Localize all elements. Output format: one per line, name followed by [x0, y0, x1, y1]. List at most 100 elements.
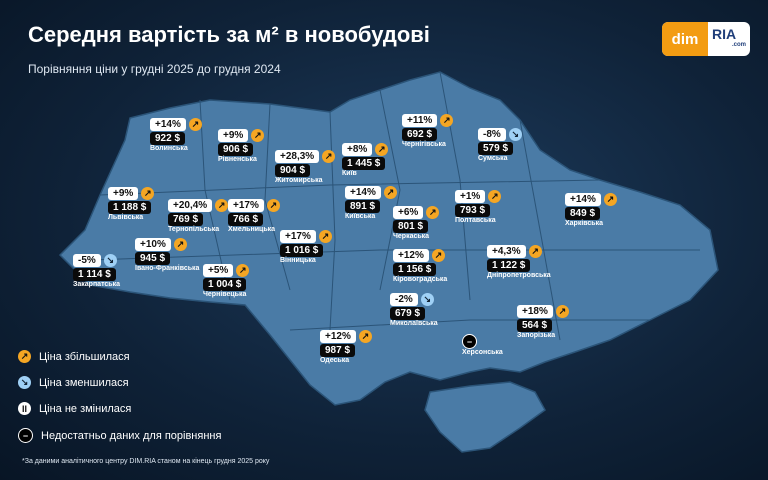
change: -8% [478, 128, 506, 141]
price: 891 $ [345, 200, 381, 213]
price: 1 445 $ [342, 157, 386, 170]
logo-left: dim [662, 22, 708, 56]
region-label: +14% ↗ 922 $ Волинська [150, 118, 202, 152]
change-row: +9% ↗ [108, 187, 155, 200]
region-label: +17% ↗ 1 016 $ Вінницька [280, 230, 332, 264]
change-row: +1% ↗ [455, 190, 502, 203]
change-row: +6% ↗ [393, 206, 440, 219]
price: 769 $ [168, 213, 204, 226]
change: +8% [342, 143, 373, 156]
change-row: +20,4% ↗ [168, 199, 229, 212]
trend-icon: ↗ [188, 118, 202, 131]
region-name: Житомирська [275, 177, 323, 184]
region-name: Львівська [108, 214, 144, 221]
region-label: -2% ↘ 679 $ Миколаївська [390, 293, 438, 327]
trend-icon: ↗ [383, 186, 397, 199]
region-name: Волинська [150, 145, 188, 152]
region-name: Дніпропетровська [487, 272, 551, 279]
region-label: +10% ↗ 945 $ Івано-Франківська [135, 238, 199, 272]
change: +5% [203, 264, 234, 277]
region-label: -5% ↘ 1 114 $ Закарпатська [73, 254, 120, 288]
footnote: *За даними аналітичного центру DIM.RIA с… [22, 458, 270, 465]
trend-icon: ↘ [420, 293, 434, 306]
price: 906 $ [218, 143, 254, 156]
change: +11% [402, 114, 438, 127]
title: Середня вартість за м² в новобудові [28, 22, 430, 47]
change-row: +18% ↗ [517, 305, 569, 318]
change: +14% [345, 186, 381, 199]
region-name: Херсонська [462, 349, 503, 356]
region-name: Запорізька [517, 332, 556, 339]
trend-icon: ↗ [603, 193, 617, 206]
legend-item: II Ціна не змінилася [18, 402, 131, 415]
change: +4,3% [487, 245, 526, 258]
change-row: +14% ↗ [345, 186, 397, 199]
trend-icon: ↗ [555, 305, 569, 318]
trend-icon: ↘ [508, 128, 522, 141]
trend-icon: ↗ [426, 206, 440, 219]
trend-icon: II [18, 402, 31, 415]
change-row: -5% ↘ [73, 254, 117, 267]
region-label: +8% ↗ 1 445 $ Київ [342, 143, 389, 177]
change: +10% [135, 238, 171, 251]
change: +17% [280, 230, 316, 243]
price: 1 016 $ [280, 244, 324, 257]
change-row: +10% ↗ [135, 238, 187, 251]
change: -5% [73, 254, 101, 267]
price: 987 $ [320, 344, 356, 357]
legend-label: Ціна збільшилася [39, 350, 130, 363]
region-label: +14% ↗ 891 $ Київська [345, 186, 397, 220]
trend-icon: ↗ [236, 264, 250, 277]
region-label: +11% ↗ 692 $ Чернігівська [402, 114, 454, 148]
crimea [424, 381, 546, 453]
region-name: Харківська [565, 220, 604, 227]
region-name: Івано-Франківська [135, 265, 200, 272]
legend-label: Ціна не змінилася [39, 402, 132, 415]
region-label: +9% ↗ 1 188 $ Львівська [108, 187, 155, 221]
trend-icon: − [18, 428, 33, 443]
trend-icon: ↗ [318, 230, 332, 243]
change-row: -8% ↘ [478, 128, 522, 141]
subtitle: Порівняння ціни у грудні 2025 до грудня … [28, 62, 281, 76]
change-row: +14% ↗ [150, 118, 202, 131]
region-name: Черкаська [393, 233, 430, 240]
region-name: Полтавська [455, 217, 496, 224]
region-name: Тернопільська [168, 226, 220, 233]
logo[interactable]: dim RIA .com [662, 22, 750, 56]
legend-item: − Недостатньо даних для порівняння [18, 428, 221, 443]
region-name: Хмельницька [228, 226, 276, 233]
change: +14% [565, 193, 601, 206]
region-name: Закарпатська [73, 281, 121, 288]
change: +20,4% [168, 199, 213, 212]
change-row: +28,3% ↗ [275, 150, 336, 163]
region-name: Миколаївська [390, 320, 438, 327]
change: +9% [218, 129, 249, 142]
price: 1 114 $ [73, 268, 116, 281]
price: 1 122 $ [487, 259, 531, 272]
trend-icon: ↗ [488, 190, 502, 203]
region-name: Київська [345, 213, 376, 220]
region-label: +20,4% ↗ 769 $ Тернопільська [168, 199, 229, 233]
trend-icon: ↘ [18, 376, 31, 389]
change: +1% [455, 190, 486, 203]
change-row: +8% ↗ [342, 143, 389, 156]
price: 922 $ [150, 132, 186, 145]
trend-icon: ↗ [141, 187, 155, 200]
logo-ria: RIA [712, 26, 737, 42]
trend-icon: ↗ [440, 114, 454, 127]
region-name: Чернівецька [203, 291, 247, 298]
change: +18% [517, 305, 553, 318]
region-label: +1% ↗ 793 $ Полтавська [455, 190, 502, 224]
change-row: +14% ↗ [565, 193, 617, 206]
region-label: − Херсонська [462, 334, 503, 356]
change: +9% [108, 187, 139, 200]
region-label: -8% ↘ 579 $ Сумська [478, 128, 522, 162]
price: 1 156 $ [393, 263, 437, 276]
region-label: +12% ↗ 1 156 $ Кіровоградська [393, 249, 447, 283]
change: +12% [393, 249, 429, 262]
change: +28,3% [275, 150, 320, 163]
legend-item: ↘ Ціна зменшилася [18, 376, 129, 389]
change-row: +17% ↗ [280, 230, 332, 243]
change-row: +5% ↗ [203, 264, 250, 277]
